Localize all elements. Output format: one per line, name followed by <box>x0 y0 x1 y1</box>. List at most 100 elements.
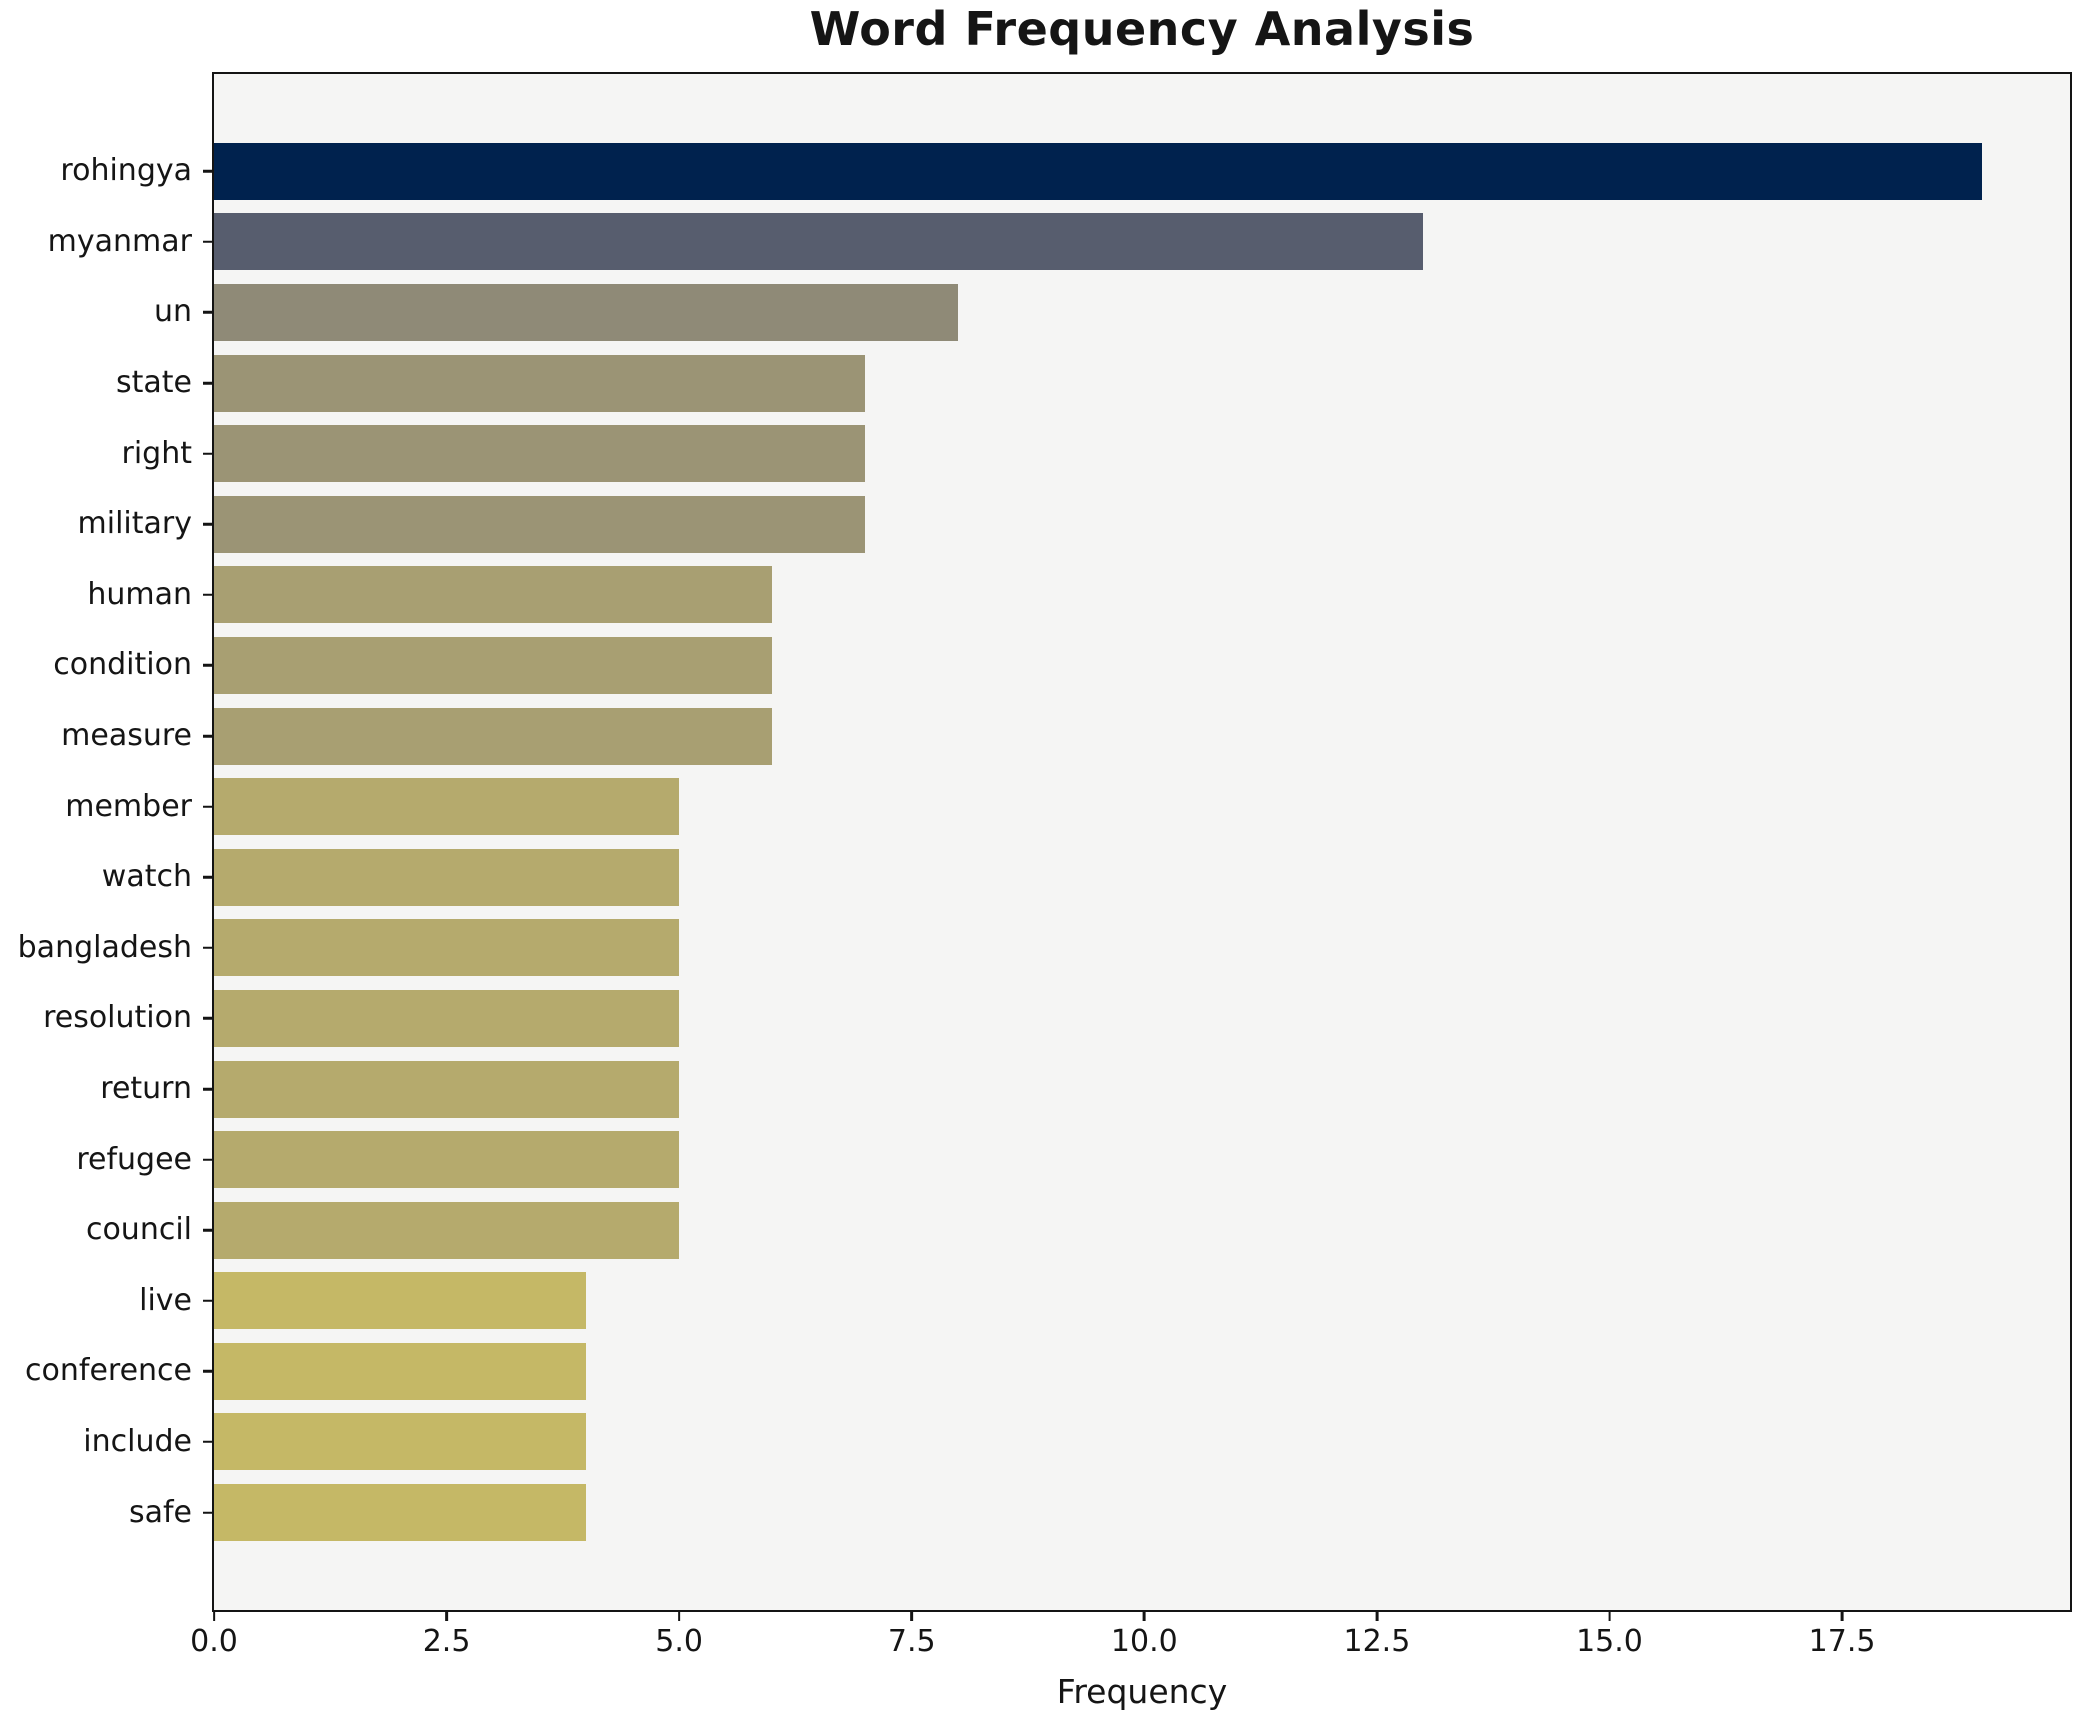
bar <box>214 1484 587 1542</box>
bar-row: live <box>139 1266 2070 1337</box>
x-tick: 17.5 <box>1808 1610 1876 1659</box>
y-tick-label: rohingya <box>60 153 192 189</box>
bar-row: include <box>83 1407 2070 1478</box>
y-tick-label: condition <box>53 647 192 683</box>
y-tick-label: state <box>116 365 192 401</box>
x-tick-label: 0.0 <box>190 1624 238 1659</box>
bar <box>214 919 680 977</box>
y-tick-label: return <box>100 1071 192 1107</box>
x-tick: 0.0 <box>190 1610 238 1657</box>
bar <box>214 1272 587 1330</box>
y-tick-mark <box>203 170 214 173</box>
y-tick-label: include <box>83 1423 192 1459</box>
y-tick-label: conference <box>25 1353 192 1389</box>
bar-row: right <box>122 418 2070 489</box>
bar <box>214 213 1424 271</box>
y-tick-mark <box>203 381 214 385</box>
bar-row: military <box>78 489 2070 560</box>
bar-row: myanmar <box>48 207 2070 278</box>
bar-row: condition <box>53 630 2070 701</box>
bar <box>214 1342 587 1400</box>
y-tick-label: live <box>139 1282 192 1318</box>
x-tick: 12.5 <box>1343 1610 1411 1659</box>
bar-row: rohingya <box>60 136 2070 207</box>
bar <box>214 848 680 906</box>
y-tick-label: safe <box>128 1494 192 1530</box>
bar <box>214 283 959 341</box>
x-tick: 2.5 <box>422 1610 471 1659</box>
x-tick-label: 5.0 <box>655 1624 704 1659</box>
bar <box>214 1413 587 1471</box>
bar-row: bangladesh <box>18 913 2070 984</box>
bar-row: measure <box>61 701 2070 772</box>
bar <box>214 425 866 483</box>
bar <box>214 354 866 412</box>
x-tick: 15.0 <box>1576 1610 1643 1657</box>
y-tick-label: measure <box>61 718 192 754</box>
y-tick-mark <box>203 593 214 597</box>
y-tick-mark <box>203 1158 214 1161</box>
y-tick-mark <box>203 1370 214 1373</box>
y-tick-mark <box>203 523 214 526</box>
bar-row: state <box>116 348 2070 419</box>
x-tick-mark <box>1840 1610 1844 1621</box>
bar-row: safe <box>129 1477 2070 1548</box>
x-axis-label: Frequency <box>1056 1672 1228 1711</box>
bar-row: resolution <box>43 983 2070 1054</box>
x-tick: 10.0 <box>1111 1610 1178 1657</box>
bar <box>214 1060 680 1118</box>
y-tick-label: member <box>65 788 192 824</box>
chart-title: Word Frequency Analysis <box>809 2 1475 56</box>
bar-row: un <box>154 277 2070 348</box>
y-tick-mark <box>203 1299 214 1303</box>
x-tick-mark <box>1375 1610 1379 1621</box>
bar <box>214 1201 680 1259</box>
x-tick: 5.0 <box>655 1610 703 1657</box>
y-tick-label: watch <box>101 859 192 895</box>
y-tick-mark <box>203 452 214 455</box>
y-tick-label: refugee <box>76 1141 192 1177</box>
y-tick-mark <box>203 1017 214 1020</box>
x-tick: 7.5 <box>888 1610 936 1657</box>
x-tick-label: 12.5 <box>1343 1624 1411 1659</box>
bar-row: refugee <box>76 1124 2070 1195</box>
x-tick-label: 15.0 <box>1576 1624 1643 1659</box>
y-tick-label: human <box>87 576 192 612</box>
bar <box>214 989 680 1047</box>
x-tick-mark <box>445 1610 448 1621</box>
bar-row: return <box>100 1054 2070 1125</box>
bar-row: member <box>65 771 2070 842</box>
bar <box>214 778 680 836</box>
y-tick-mark <box>203 1087 214 1091</box>
x-tick-label: 2.5 <box>422 1624 471 1659</box>
x-tick-mark <box>212 1610 216 1621</box>
y-tick-label: council <box>85 1212 192 1248</box>
bar <box>214 707 773 765</box>
x-tick-label: 10.0 <box>1110 1624 1178 1659</box>
x-tick-mark <box>1143 1610 1146 1621</box>
x-tick-label: 7.5 <box>887 1624 936 1659</box>
y-tick-label: right <box>121 435 193 471</box>
y-tick-mark <box>203 875 214 879</box>
y-tick-mark <box>203 946 214 950</box>
bar <box>214 566 773 624</box>
y-tick-label: resolution <box>43 1000 192 1036</box>
bar-row: watch <box>102 842 2070 913</box>
y-tick-label: myanmar <box>47 223 192 259</box>
x-tick-mark <box>910 1610 913 1621</box>
bars-container: rohingya myanmar un state right military human… <box>18 74 2070 1610</box>
bar-row: conference <box>25 1336 2070 1407</box>
bar <box>214 636 773 694</box>
y-tick-mark <box>203 311 214 314</box>
y-tick-mark <box>203 734 214 738</box>
bar-row: council <box>86 1195 2070 1266</box>
bar <box>214 495 866 553</box>
x-tick-label: 17.5 <box>1808 1624 1876 1659</box>
y-tick-label: bangladesh <box>17 929 192 965</box>
y-tick-mark <box>203 805 214 808</box>
y-tick-mark <box>203 1228 214 1232</box>
y-tick-mark <box>203 664 214 667</box>
y-tick-mark <box>203 1511 214 1514</box>
y-tick-label: un <box>153 294 192 330</box>
